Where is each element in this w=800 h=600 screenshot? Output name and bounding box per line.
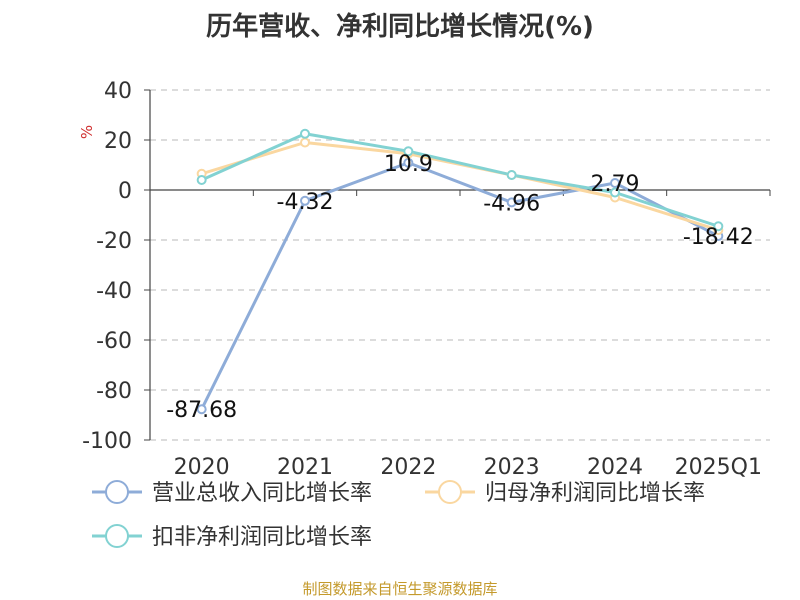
data-label: 10.9 [384, 152, 433, 177]
x-tick-label: 2022 [380, 455, 436, 480]
legend-marker [105, 524, 129, 548]
data-point [403, 146, 414, 157]
chart-title: 历年营收、净利同比增长情况(%) [206, 12, 594, 42]
legend-label: 归母净利润同比增长率 [485, 481, 705, 506]
y-tick-label: -20 [96, 229, 132, 254]
data-label: -4.96 [483, 191, 540, 216]
y-tick-label: 20 [104, 129, 132, 154]
legend-label: 扣非净利润同比增长率 [152, 525, 372, 550]
data-point [713, 221, 724, 232]
series-line [200, 161, 720, 410]
y-tick-label: 0 [118, 179, 132, 204]
data-label: -4.32 [277, 190, 334, 215]
data-point [196, 404, 207, 415]
x-tick-label: 2023 [484, 455, 540, 480]
data-label: 2.79 [591, 172, 640, 197]
data-label: -18.42 [683, 225, 754, 250]
data-point [506, 170, 517, 180]
series-line [201, 141, 719, 232]
y-tick-label: 40 [104, 79, 132, 104]
data-point [506, 197, 517, 208]
legend-marker [105, 480, 129, 504]
x-tick-label: 2021 [277, 455, 333, 480]
y-tick-label: -40 [96, 279, 132, 304]
y-axis-label: % [78, 125, 96, 139]
data-point [300, 137, 310, 148]
data-label: -87.68 [166, 398, 237, 423]
data-point [196, 175, 207, 185]
source-note: 制图数据来自恒生聚源数据库 [302, 580, 498, 598]
legend-marker [438, 480, 462, 504]
series-line [201, 132, 719, 228]
data-point [610, 178, 620, 189]
data-point [300, 195, 310, 206]
x-tick-label: 2020 [174, 455, 230, 480]
legend-label: 营业总收入同比增长率 [152, 481, 372, 506]
y-tick-label: -100 [82, 429, 132, 454]
x-tick-label: 2025Q1 [675, 455, 762, 480]
y-tick-label: -60 [96, 329, 132, 354]
data-point [300, 128, 310, 139]
x-tick-label: 2024 [587, 455, 643, 480]
y-tick-label: -80 [96, 379, 132, 404]
data-point [610, 187, 620, 198]
